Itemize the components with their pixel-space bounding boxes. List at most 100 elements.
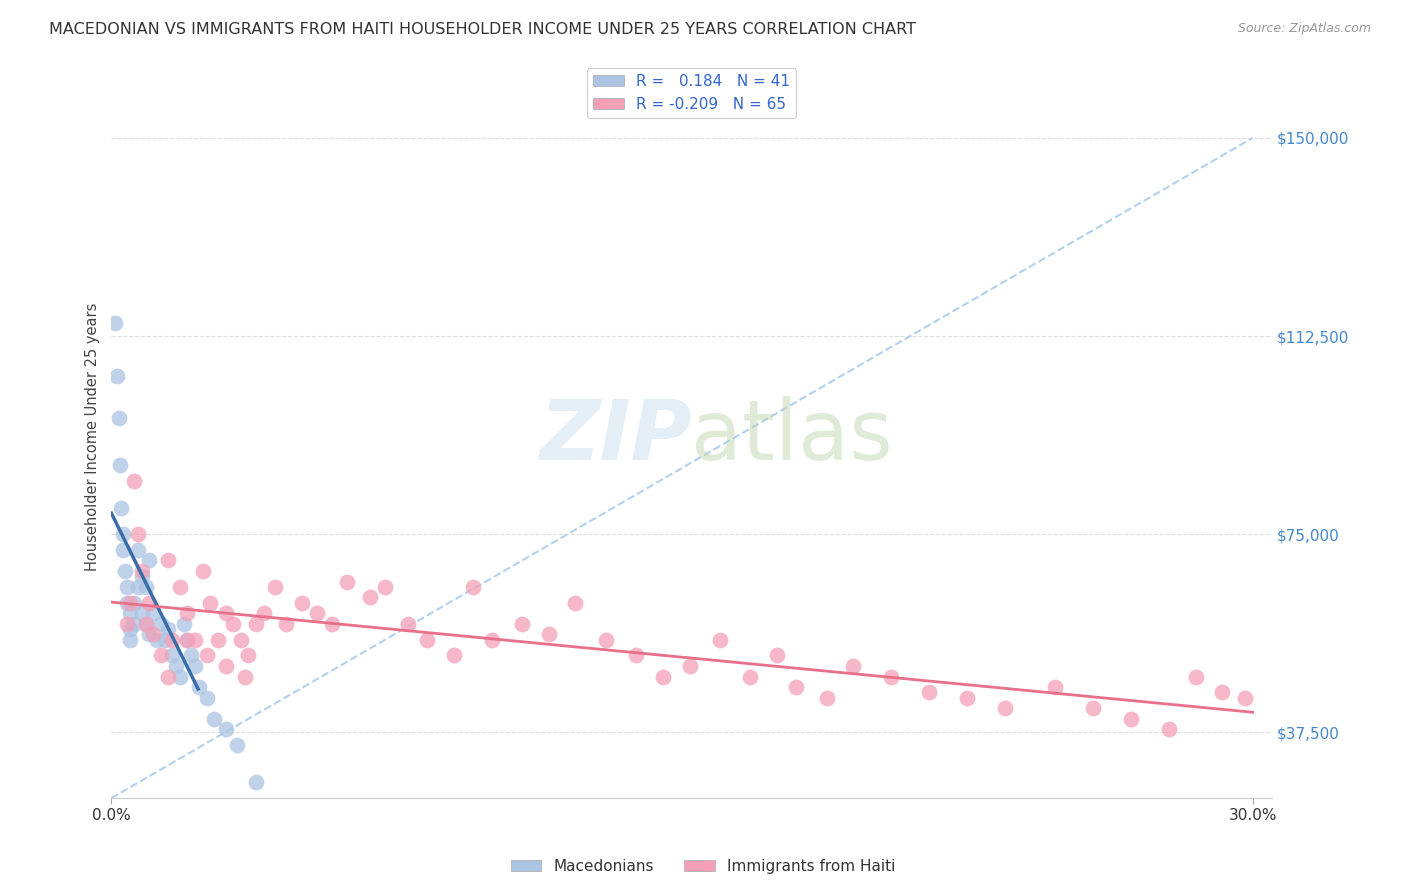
Point [111, 527, 134, 541]
Point [153, 632, 176, 647]
Point [245, 616, 267, 631]
Point [1233, 690, 1256, 705]
Point [195, 690, 218, 705]
Point [149, 648, 172, 663]
Point [157, 622, 180, 636]
Point [115, 596, 138, 610]
Point [626, 648, 648, 663]
Point [115, 616, 138, 631]
Point [149, 616, 172, 631]
Point [142, 627, 165, 641]
Point [766, 648, 789, 663]
Point [131, 564, 153, 578]
Point [120, 632, 142, 647]
Point [122, 474, 145, 488]
Point [396, 616, 419, 631]
Point [709, 632, 731, 647]
Point [842, 659, 865, 673]
Point [214, 723, 236, 737]
Point [815, 690, 838, 705]
Point [214, 659, 236, 673]
Point [157, 670, 180, 684]
Point [994, 701, 1017, 715]
Point [138, 596, 160, 610]
Point [122, 596, 145, 610]
Point [180, 648, 202, 663]
Point [173, 616, 195, 631]
Point [200, 596, 222, 610]
Text: ZIP: ZIP [538, 396, 692, 477]
Point [564, 596, 586, 610]
Point [305, 606, 328, 620]
Point [176, 606, 198, 620]
Point [169, 580, 191, 594]
Point [135, 580, 157, 594]
Point [115, 580, 138, 594]
Point [138, 553, 160, 567]
Point [120, 596, 142, 610]
Point [229, 632, 252, 647]
Legend: R =   0.184   N = 41, R = -0.209   N = 65: R = 0.184 N = 41, R = -0.209 N = 65 [586, 68, 796, 118]
Point [785, 680, 807, 694]
Point [105, 368, 128, 383]
Point [142, 606, 165, 620]
Point [111, 542, 134, 557]
Point [374, 580, 396, 594]
Point [1184, 670, 1206, 684]
Point [740, 670, 762, 684]
Point [678, 659, 700, 673]
Point [127, 580, 149, 594]
Point [131, 569, 153, 583]
Text: atlas: atlas [692, 396, 893, 477]
Point [108, 410, 131, 425]
Point [595, 632, 617, 647]
Point [1043, 680, 1066, 694]
Point [120, 622, 142, 636]
Point [233, 670, 256, 684]
Point [169, 670, 191, 684]
Point [162, 648, 184, 663]
Point [165, 659, 187, 673]
Point [336, 574, 359, 589]
Point [510, 616, 533, 631]
Text: MACEDONIAN VS IMMIGRANTS FROM HAITI HOUSEHOLDER INCOME UNDER 25 YEARS CORRELATIO: MACEDONIAN VS IMMIGRANTS FROM HAITI HOUS… [49, 22, 917, 37]
Point [214, 606, 236, 620]
Point [114, 564, 136, 578]
Point [207, 632, 229, 647]
Point [245, 775, 267, 789]
Point [202, 712, 225, 726]
Point [276, 616, 298, 631]
Point [176, 632, 198, 647]
Point [191, 564, 214, 578]
Point [481, 632, 503, 647]
Point [956, 690, 979, 705]
Point [184, 659, 207, 673]
Point [184, 632, 207, 647]
Point [162, 632, 184, 647]
Point [110, 500, 132, 515]
Point [652, 670, 675, 684]
Point [918, 685, 941, 699]
Point [127, 542, 149, 557]
Point [108, 458, 131, 473]
Point [122, 616, 145, 631]
Point [291, 596, 314, 610]
Point [264, 580, 287, 594]
Point [238, 648, 260, 663]
Point [443, 648, 465, 663]
Point [176, 632, 198, 647]
Text: Source: ZipAtlas.com: Source: ZipAtlas.com [1237, 22, 1371, 36]
Point [1081, 701, 1104, 715]
Point [135, 616, 157, 631]
Point [252, 606, 274, 620]
Point [120, 606, 142, 620]
Point [195, 648, 218, 663]
Point [359, 591, 381, 605]
Legend: Macedonians, Immigrants from Haiti: Macedonians, Immigrants from Haiti [505, 853, 901, 880]
Point [187, 680, 209, 694]
Point [104, 316, 127, 330]
Point [138, 627, 160, 641]
Point [1119, 712, 1142, 726]
Point [146, 632, 169, 647]
Point [321, 616, 343, 631]
